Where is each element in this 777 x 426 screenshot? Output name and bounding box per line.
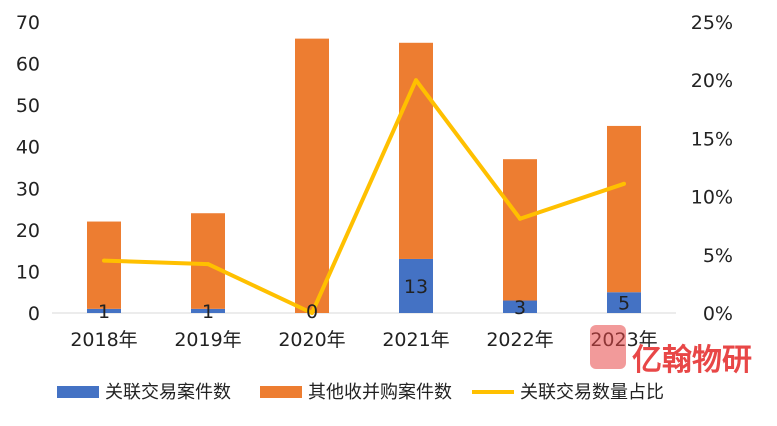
bars: [87, 38, 641, 313]
legend-label: 其他收并购案件数: [308, 382, 452, 403]
y-right-tick: 20%: [691, 70, 733, 92]
bar-other: [607, 125, 641, 293]
y-right-tick: 15%: [691, 128, 733, 150]
legend-swatch: [57, 386, 99, 398]
y-right-tick: 10%: [691, 187, 733, 209]
y-right-tick: 25%: [691, 12, 733, 34]
x-tick-label: 2021年: [382, 329, 449, 351]
bar-other: [191, 213, 225, 309]
bar-other: [399, 42, 433, 259]
line-point: [518, 216, 522, 221]
bar-related: [503, 300, 537, 313]
bar-related: [607, 292, 641, 313]
y-left-tick: 20: [16, 220, 40, 242]
watermark-logo: [590, 325, 626, 369]
y-right-tick: 0%: [703, 303, 733, 325]
line-series: [102, 78, 626, 315]
y-right-axis: 0% 5% 10% 15% 20% 25%: [691, 12, 733, 325]
line-point: [414, 78, 418, 83]
data-label: 1: [202, 301, 214, 323]
y-left-tick: 50: [16, 95, 40, 117]
watermark: 亿翰物研: [590, 325, 752, 378]
y-left-tick: 10: [16, 261, 40, 283]
bar-related: [87, 308, 121, 313]
data-label: 13: [404, 276, 428, 298]
legend: 关联交易案件数 其他收并购案件数 关联交易数量占比: [57, 382, 664, 403]
y-left-axis: 0 10 20 30 40 50 60 70: [16, 12, 40, 325]
y-right-tick: 5%: [703, 245, 733, 267]
legend-label: 关联交易数量占比: [520, 382, 664, 403]
legend-swatch: [260, 386, 302, 398]
line-point: [206, 262, 210, 267]
line-point: [310, 311, 314, 315]
bar-related: [399, 258, 433, 313]
data-label: 1: [98, 301, 110, 323]
data-label: 3: [514, 297, 526, 319]
line-point: [622, 181, 626, 186]
y-left-tick: 40: [16, 137, 40, 159]
x-tick-label: 2020年: [278, 329, 345, 351]
line-point: [102, 258, 106, 263]
y-left-tick: 70: [16, 12, 40, 34]
bar-related: [191, 308, 225, 313]
y-left-tick: 30: [16, 178, 40, 200]
y-left-tick: 60: [16, 54, 40, 76]
x-tick-label: 2022年: [486, 329, 553, 351]
x-tick-label: 2019年: [174, 329, 241, 351]
line-ratio: [103, 78, 625, 315]
y-left-tick: 0: [28, 303, 40, 325]
bar-other: [87, 221, 121, 309]
bar-other: [295, 38, 329, 313]
legend-label: 关联交易案件数: [105, 382, 231, 403]
watermark-text: 亿翰物研: [632, 343, 752, 378]
data-label: 0: [306, 301, 318, 323]
data-labels: 1 1 0 13 3 5: [98, 276, 630, 323]
x-axis: 2018年2019年2020年2021年2022年2023年: [70, 329, 657, 351]
bar-other: [503, 159, 537, 301]
data-label: 5: [618, 293, 630, 315]
x-tick-label: 2018年: [70, 329, 137, 351]
